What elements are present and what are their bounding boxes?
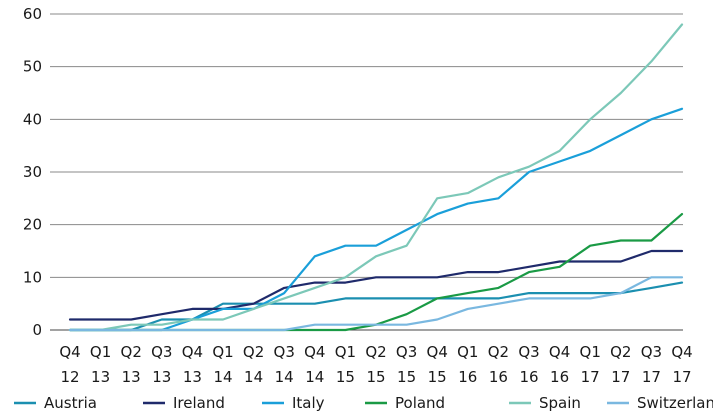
x-tick-label-quarter: Q3: [641, 343, 662, 361]
series-line-spain: [68, 23, 684, 332]
y-axis: 0 10 20 30 40 50 60: [23, 5, 42, 339]
x-tick-label-quarter: Q2: [243, 343, 264, 361]
legend-label-italy: Italy: [292, 394, 325, 412]
x-tick-label-quarter: Q4: [427, 343, 448, 361]
x-tick-label-year: 14: [275, 368, 294, 386]
x-tick-label-year: 15: [428, 368, 447, 386]
x-tick-label-year: 16: [489, 368, 508, 386]
x-tick-label-year: 16: [458, 368, 477, 386]
x-tick-label-year: 15: [366, 368, 385, 386]
legend-label-spain: Spain: [539, 394, 581, 412]
series-line-switzerland: [68, 276, 684, 332]
x-tick-label-year: 15: [397, 368, 416, 386]
x-tick-label-quarter: Q3: [274, 343, 295, 361]
x-tick-label-year: 12: [60, 368, 79, 386]
x-axis: Q4 12 Q1 13 Q2 13 Q3 13 Q4 13 Q1 14 Q2 14 Q3 14 Q4 14 Q1 15…: [59, 343, 692, 386]
x-tick-label-quarter: Q3: [396, 343, 417, 361]
x-tick-label-year: 17: [581, 368, 600, 386]
x-tick-label-year: 16: [550, 368, 569, 386]
x-tick-label-quarter: Q2: [365, 343, 386, 361]
x-tick-label-year: 14: [213, 368, 232, 386]
x-tick-label-quarter: Q4: [549, 343, 570, 361]
x-tick-label-quarter: Q1: [90, 343, 111, 361]
grid-lines: [50, 13, 683, 331]
x-tick-label-year: 17: [672, 368, 691, 386]
y-tick-label: 10: [23, 268, 42, 286]
series-lines: [68, 23, 684, 332]
x-tick-label-year: 15: [336, 368, 355, 386]
legend-label-ireland: Ireland: [173, 394, 225, 412]
series-line-poland: [68, 213, 684, 332]
y-tick-label: 0: [32, 321, 42, 339]
y-tick-label: 40: [23, 110, 42, 128]
series-line-ireland: [68, 249, 684, 321]
x-tick-label-quarter: Q4: [671, 343, 692, 361]
x-tick-label-year: 14: [244, 368, 263, 386]
x-tick-label-year: 13: [183, 368, 202, 386]
legend-label-austria: Austria: [44, 394, 97, 412]
x-tick-label-year: 17: [611, 368, 630, 386]
legend: Austria Ireland Italy Poland Spain Switzerlan…: [14, 394, 713, 412]
series-line-austria: [68, 281, 684, 332]
x-tick-label-quarter: Q1: [457, 343, 478, 361]
x-tick-label-quarter: Q3: [518, 343, 539, 361]
y-tick-label: 60: [23, 5, 42, 23]
y-tick-label: 50: [23, 58, 42, 76]
x-tick-label-year: 13: [152, 368, 171, 386]
x-tick-label-year: 13: [122, 368, 141, 386]
x-tick-label-quarter: Q4: [304, 343, 325, 361]
x-tick-label-quarter: Q2: [610, 343, 631, 361]
x-tick-label-year: 17: [642, 368, 661, 386]
x-tick-label-year: 14: [305, 368, 324, 386]
x-tick-label-quarter: Q2: [488, 343, 509, 361]
x-tick-label-quarter: Q1: [212, 343, 233, 361]
legend-label-switzerland: Switzerland: [637, 394, 713, 412]
x-tick-label-quarter: Q4: [182, 343, 203, 361]
x-tick-label-year: 13: [91, 368, 110, 386]
x-tick-label-quarter: Q2: [121, 343, 142, 361]
legend-label-poland: Poland: [395, 394, 445, 412]
y-tick-label: 20: [23, 216, 42, 234]
x-tick-label-quarter: Q1: [335, 343, 356, 361]
x-tick-label-quarter: Q4: [59, 343, 80, 361]
series-line-italy: [68, 107, 684, 332]
y-tick-label: 30: [23, 163, 42, 181]
x-tick-label-quarter: Q1: [580, 343, 601, 361]
x-tick-label-year: 16: [519, 368, 538, 386]
x-tick-label-quarter: Q3: [151, 343, 172, 361]
